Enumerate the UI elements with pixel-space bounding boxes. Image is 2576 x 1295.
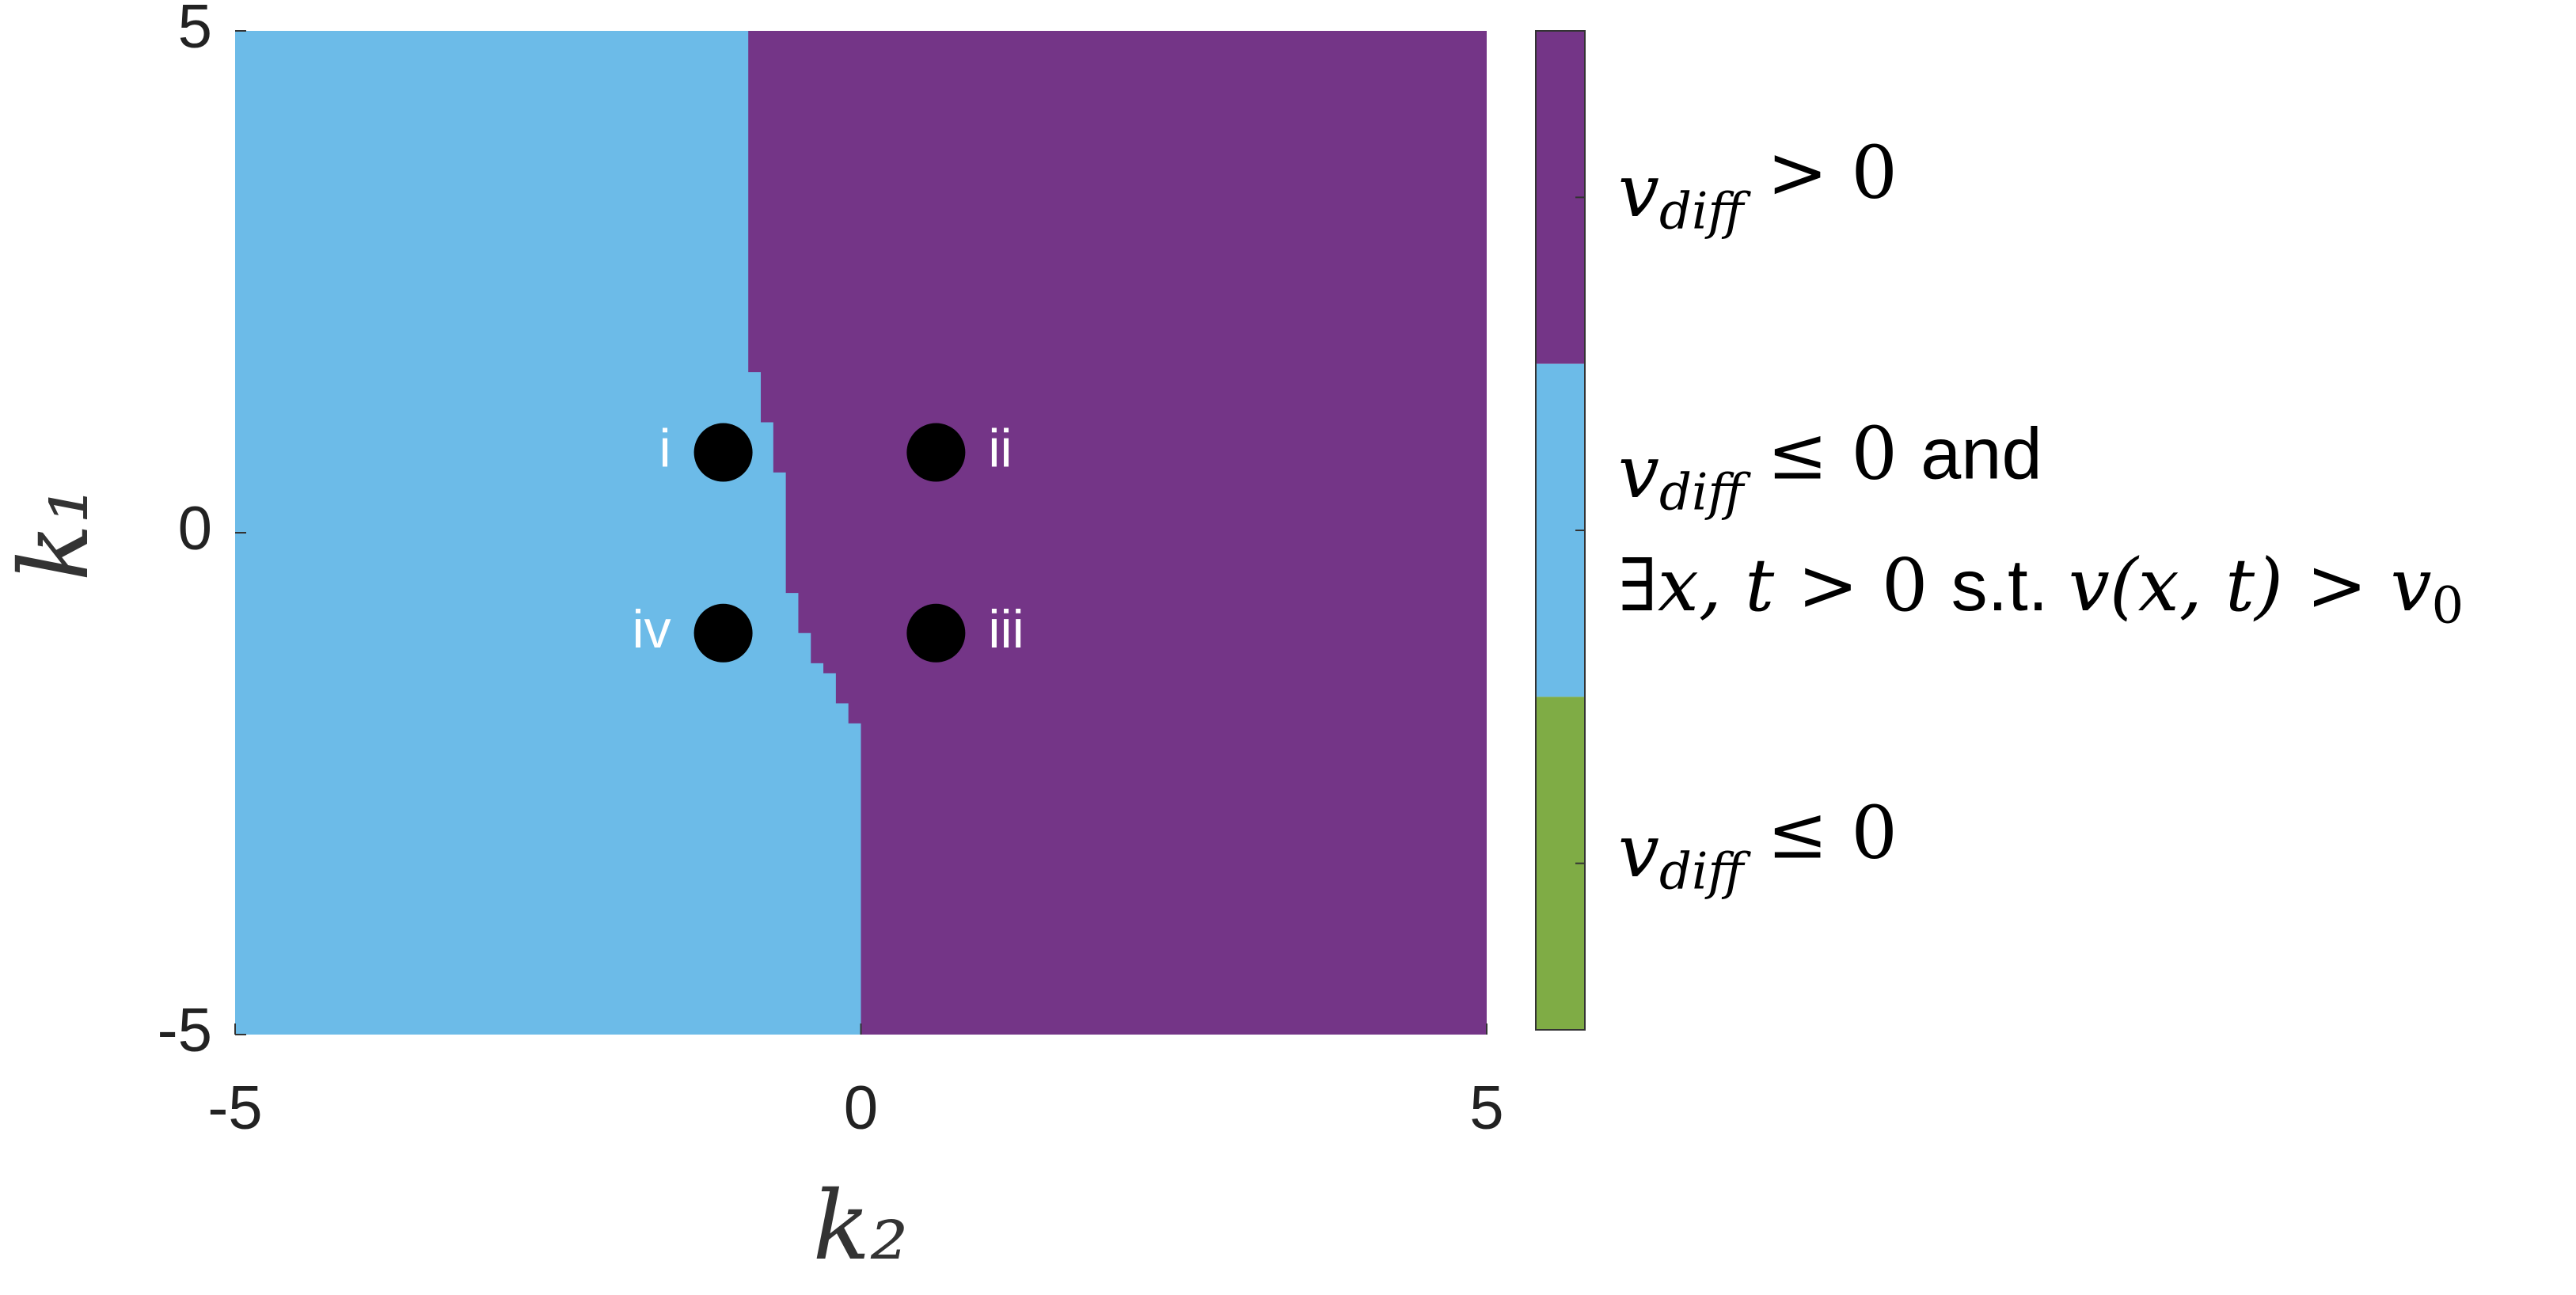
point-label: iii xyxy=(988,599,1024,659)
point xyxy=(693,603,753,663)
point-label: i xyxy=(659,419,671,479)
region-left xyxy=(235,31,861,1035)
y-tick-label: 5 xyxy=(178,0,212,61)
label-part: v(x, t) xyxy=(2069,543,2283,628)
point-label: ii xyxy=(988,419,1012,479)
label-part: v xyxy=(1618,149,1659,234)
label-part: 0 xyxy=(2432,576,2464,635)
label-part: > xyxy=(2283,543,2391,628)
label-part: diff xyxy=(1659,842,1751,901)
label-part: ≤ 0 xyxy=(1744,790,1898,875)
colorbar-frame xyxy=(1535,30,1586,1031)
label-part: s.t. xyxy=(1951,545,2069,626)
y-tick-label: -5 xyxy=(158,995,212,1065)
point xyxy=(906,423,966,482)
colorbar-label: vdiff > 0 xyxy=(1618,130,1898,241)
label-part: ∃ xyxy=(1618,543,1658,628)
label-part: diff xyxy=(1659,182,1751,241)
x-tick-label: 0 xyxy=(844,1073,878,1142)
label-part: > 0 xyxy=(1744,130,1898,215)
point xyxy=(693,423,753,482)
y-axis-label: k₁ xyxy=(0,486,110,582)
label-part: x, t xyxy=(1658,543,1775,628)
label-part: v xyxy=(2391,543,2432,628)
colorbar-label: vdiff ≤ 0 xyxy=(1618,790,1898,901)
x-axis-label: k₂ xyxy=(813,1172,909,1282)
point-label: iv xyxy=(632,599,671,659)
label-part: diff xyxy=(1659,463,1751,522)
point xyxy=(906,603,966,663)
x-tick-label: -5 xyxy=(207,1073,262,1142)
label-part: > 0 xyxy=(1774,543,1951,628)
label-part: and xyxy=(1921,414,2042,495)
label-part: ≤ 0 xyxy=(1744,411,1921,496)
colorbar-label: ∃x, t > 0 s.t. v(x, t) > v0 xyxy=(1618,543,2464,635)
label-part: v xyxy=(1618,430,1659,515)
y-tick-label: 0 xyxy=(178,493,212,563)
colorbar-label: vdiff ≤ 0 and xyxy=(1618,411,2042,522)
label-part: v xyxy=(1618,809,1659,894)
x-tick-label: 5 xyxy=(1469,1073,1503,1142)
